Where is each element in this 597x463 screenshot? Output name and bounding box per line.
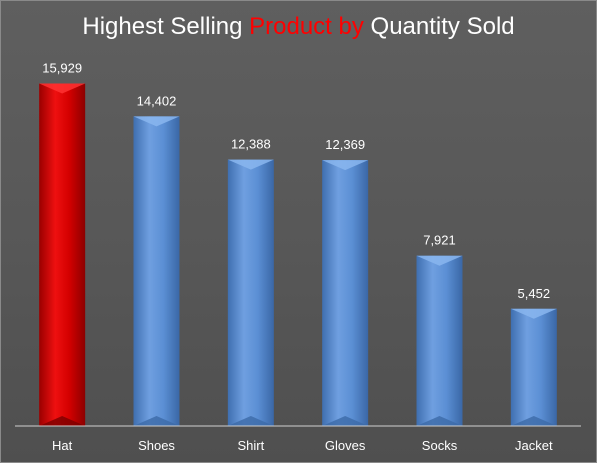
bar-gloves-body bbox=[322, 160, 369, 426]
bar-hat-cap bbox=[39, 83, 86, 94]
data-label-jacket: 5,452 bbox=[518, 286, 551, 301]
bar-jacket bbox=[510, 308, 557, 426]
labels-layer: 15,929 Hat 14,402 Shoes 12,388 Shirt 12,369 Glo… bbox=[42, 61, 553, 453]
tick-label-gloves: Gloves bbox=[325, 438, 366, 453]
tick-label-socks: Socks bbox=[422, 438, 458, 453]
bar-shirt-cap bbox=[227, 159, 274, 170]
chart-title-part: Quantity Sold bbox=[363, 13, 515, 40]
tick-label-shirt: Shirt bbox=[237, 438, 264, 453]
bar-hat-base bbox=[39, 416, 86, 426]
bar-gloves-cap bbox=[322, 160, 369, 171]
bar-socks-cap bbox=[416, 255, 463, 266]
bar-gloves-base bbox=[322, 416, 369, 426]
bar-socks-body bbox=[416, 255, 463, 426]
data-label-hat: 15,929 bbox=[42, 61, 82, 76]
bar-socks-base bbox=[416, 416, 463, 426]
data-label-socks: 7,921 bbox=[423, 233, 456, 248]
bar-jacket-cap bbox=[510, 308, 557, 319]
bar-hat bbox=[39, 83, 86, 427]
data-label-shoes: 14,402 bbox=[137, 93, 177, 108]
bar-shoes bbox=[133, 116, 180, 427]
tick-label-hat: Hat bbox=[52, 438, 73, 453]
bar-shoes-base bbox=[133, 416, 180, 426]
bar-jacket-base bbox=[510, 416, 557, 426]
chart-title-part: Highest Selling bbox=[82, 13, 250, 40]
bar-shoes-body bbox=[133, 116, 180, 427]
tick-label-shoes: Shoes bbox=[138, 438, 175, 453]
bar-shirt bbox=[227, 159, 274, 426]
data-label-gloves: 12,369 bbox=[325, 137, 365, 152]
bar-shoes-cap bbox=[133, 116, 180, 127]
data-label-shirt: 12,388 bbox=[231, 137, 271, 152]
bar-shirt-base bbox=[227, 416, 274, 426]
chart-title-part-highlight: Product by bbox=[249, 13, 364, 40]
bar-hat-body bbox=[39, 83, 86, 427]
bar-gloves bbox=[322, 160, 369, 426]
bar-jacket-body bbox=[510, 308, 557, 426]
bar-shirt-body bbox=[227, 159, 274, 426]
bar-socks bbox=[416, 255, 463, 426]
bars-layer bbox=[39, 83, 557, 427]
chart-title: Highest Selling Product by Quantity Sold bbox=[1, 13, 596, 41]
tick-label-jacket: Jacket bbox=[515, 438, 553, 453]
